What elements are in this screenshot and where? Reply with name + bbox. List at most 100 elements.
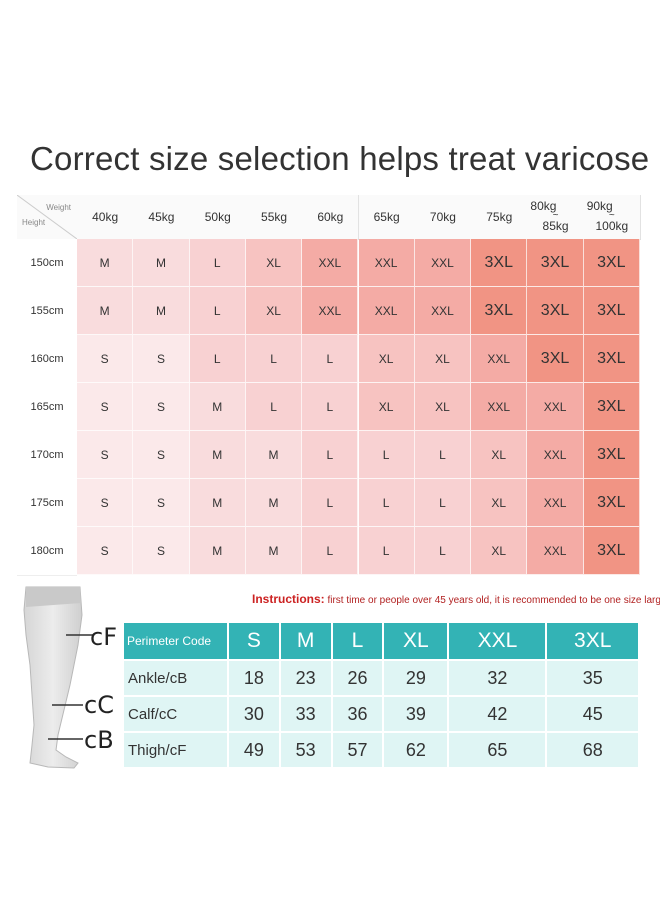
leg-icon <box>23 586 93 769</box>
perimeter-value: 23 <box>278 659 333 697</box>
size-cell: L <box>414 527 472 575</box>
height-label: 180cm <box>17 527 77 576</box>
size-cell: L <box>189 239 246 287</box>
table-row: Thigh/cF 49 53 57 62 65 68 <box>122 731 640 769</box>
size-cell: XL <box>245 239 303 287</box>
corner-weight-label: Weight <box>46 203 71 212</box>
perimeter-size-header: S <box>227 621 281 661</box>
size-cell: L <box>245 335 303 383</box>
perimeter-value: 65 <box>447 731 548 769</box>
weight-range-tilde: ~ <box>608 210 615 221</box>
size-cell: XXL <box>471 383 528 431</box>
size-cell: XL <box>358 383 415 431</box>
perimeter-value: 45 <box>545 695 640 733</box>
perimeter-value: 42 <box>447 695 548 733</box>
size-cell: XL <box>471 431 528 479</box>
perimeter-code-header: Perimeter Code <box>122 621 229 661</box>
perimeter-row-label: Ankle/cB <box>122 659 229 697</box>
weight-header-6: 70kg <box>414 195 473 240</box>
table-row: Calf/cC 30 33 36 39 42 45 <box>122 695 640 733</box>
size-cell: S <box>77 527 134 575</box>
size-cell: L <box>358 527 415 575</box>
size-cell: XXL <box>358 239 415 287</box>
size-cell: L <box>245 383 303 431</box>
leg-label-cb: cB <box>84 726 114 754</box>
size-cell: XXL <box>358 287 415 335</box>
perimeter-value: 29 <box>382 659 450 697</box>
weight-min: 80kg <box>530 199 557 213</box>
weight-header-9: 90kg ~100kg <box>583 195 641 240</box>
size-cell: L <box>302 335 359 383</box>
size-cell: L <box>302 527 359 575</box>
size-cell: S <box>133 527 190 575</box>
size-cell: 3XL <box>471 287 528 335</box>
size-cell: L <box>414 431 472 479</box>
perimeter-header-row: Perimeter Code S M L XL XXL 3XL <box>122 621 640 661</box>
size-cell: 3XL <box>583 287 640 335</box>
height-label: 165cm <box>17 383 77 432</box>
size-cell: XXL <box>527 527 584 575</box>
size-cell: M <box>189 479 246 527</box>
size-cell: M <box>133 239 190 287</box>
weight-min: 90kg <box>586 199 613 213</box>
perimeter-size-header: M <box>278 621 333 661</box>
weight-header-row: Weight Height 40kg 45kg 50kg 55kg 60kg 65kg 70… <box>17 195 641 240</box>
corner-height-label: Height <box>22 218 46 227</box>
size-cell: L <box>189 287 246 335</box>
weight-header-3: 55kg <box>245 195 304 240</box>
leg-label-cf: cF <box>90 623 117 651</box>
size-cell: M <box>245 479 303 527</box>
perimeter-value: 18 <box>227 659 281 697</box>
perimeter-value: 49 <box>227 731 281 769</box>
perimeter-value: 57 <box>330 731 385 769</box>
weight-max: 85kg <box>542 219 569 233</box>
weight-header-7: 75kg <box>471 195 529 240</box>
size-cell: M <box>77 239 134 287</box>
size-cell: 3XL <box>583 335 640 383</box>
size-cell: XL <box>245 287 303 335</box>
size-cell: 3XL <box>527 335 584 383</box>
size-cell: 3XL <box>527 287 584 335</box>
perimeter-value: 35 <box>545 659 640 697</box>
perimeter-size-header: XL <box>382 621 450 661</box>
weight-range-tilde: ~ <box>552 210 559 221</box>
size-cell: S <box>133 383 190 431</box>
size-cell: 3XL <box>583 383 640 431</box>
perimeter-value: 62 <box>382 731 450 769</box>
height-label: 150cm <box>17 239 77 288</box>
leg-label-cc: cC <box>84 691 114 719</box>
size-cell: 3XL <box>471 239 528 287</box>
size-cell: XXL <box>414 239 472 287</box>
size-cell: L <box>358 431 415 479</box>
instructions-text: first time or people over 45 years old, … <box>327 595 660 606</box>
perimeter-table: Perimeter Code S M L XL XXL 3XL Ankle/cB 18 23 26 2… <box>122 621 640 769</box>
size-cell: 3XL <box>583 479 640 527</box>
weight-header-1: 45kg <box>133 195 191 240</box>
weight-header-4: 60kg <box>302 195 360 240</box>
size-cell: S <box>133 335 190 383</box>
weight-header-0: 40kg <box>77 195 135 240</box>
size-cell: XXL <box>414 287 472 335</box>
size-cell: XL <box>471 479 528 527</box>
height-label: 160cm <box>17 335 77 384</box>
size-cell: L <box>302 479 359 527</box>
size-cell: XXL <box>527 431 584 479</box>
perimeter-value: 68 <box>545 731 640 769</box>
height-label: 170cm <box>17 431 77 480</box>
instructions-note: Instructions: first time or people over … <box>252 592 660 606</box>
size-cell: XL <box>414 335 472 383</box>
size-cell: M <box>245 431 303 479</box>
corner-diagonal <box>17 195 77 239</box>
weight-header-8: 80kg ~85kg <box>527 195 585 240</box>
instructions-label: Instructions: <box>252 592 325 606</box>
perimeter-row-label: Calf/cC <box>122 695 229 733</box>
size-cell: 3XL <box>583 527 640 575</box>
perimeter-value: 53 <box>278 731 333 769</box>
perimeter-value: 32 <box>447 659 548 697</box>
size-cell: 3XL <box>583 239 640 287</box>
height-label: 155cm <box>17 287 77 336</box>
page-title: Correct size selection helps treat varic… <box>30 140 650 177</box>
weight-header-2: 50kg <box>189 195 247 240</box>
size-cell: XXL <box>527 479 584 527</box>
size-cell: XXL <box>302 287 359 335</box>
